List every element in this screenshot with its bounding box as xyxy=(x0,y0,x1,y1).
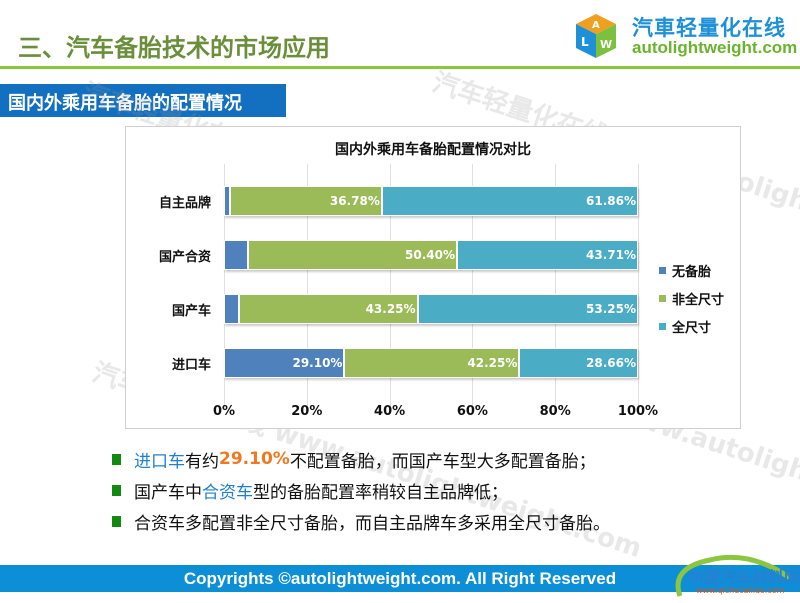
bullet-text: 合资车多配置非全尺寸备胎，而自主品牌车多采用全尺寸备胎。 xyxy=(134,513,610,534)
car-swoosh-icon xyxy=(675,554,792,597)
cube-logo-icon: A L W xyxy=(576,14,616,58)
legend-swatch xyxy=(659,267,666,274)
gridline xyxy=(472,164,474,409)
data-label: 53.25% xyxy=(586,302,637,316)
svg-text:A: A xyxy=(592,20,600,31)
bar-segment xyxy=(224,240,249,270)
bullet-text: 进口车 xyxy=(134,451,185,472)
header-divider xyxy=(0,66,800,69)
gridline xyxy=(224,164,225,409)
x-tick-label: 40% xyxy=(374,404,406,419)
bar-segment xyxy=(248,240,458,270)
x-tick-label: 80% xyxy=(539,404,571,419)
footer-bar: Copyrights ©autolightweight.com. All Rig… xyxy=(0,565,800,592)
bar-segment xyxy=(224,294,239,324)
bullet-text: 不配置备胎，而国产车型大多配置备胎； xyxy=(289,451,596,472)
slide-title: 三、汽车备胎技术的市场应用 xyxy=(18,34,330,62)
logo-cn-text: 汽車轻量化在线 xyxy=(632,16,786,40)
legend-label: 全尺寸 xyxy=(672,321,712,336)
section-title: 国内外乘用车备胎的配置情况 xyxy=(0,84,286,117)
bar-segment xyxy=(519,348,639,378)
legend-swatch xyxy=(659,295,666,302)
category-label: 国产合资 xyxy=(158,250,211,265)
autolightweight-logo: A L W 汽車轻量化在线 autolightweight.com xyxy=(572,10,797,62)
bullet-item: 合资车多配置非全尺寸备胎，而自主品牌车多采用全尺寸备胎。 xyxy=(112,510,610,534)
bar-segment xyxy=(224,348,345,378)
copyright-text: Copyrights ©autolightweight.com. All Rig… xyxy=(183,569,617,588)
footer-logo-en: www.qichecailiao.com xyxy=(696,586,785,595)
gridline xyxy=(389,164,391,409)
bar-segment xyxy=(229,186,382,216)
bullet-text: 有约 xyxy=(185,451,219,472)
bullet-square-icon xyxy=(112,515,121,527)
bar-segment xyxy=(417,294,639,324)
bullet-item: 国产车中 合资车 型的备胎配置率稍较自主品牌低； xyxy=(112,479,610,503)
bullet-square-icon xyxy=(112,453,121,465)
bar-segment xyxy=(381,186,638,216)
x-tick-label: 100% xyxy=(617,404,659,419)
chart-legend: 无备胎非全尺寸全尺寸 xyxy=(659,261,724,345)
qichecailiao-logo: 中国汽车材料网 www.qichecailiao.com xyxy=(660,548,800,599)
bullet-text: 国产车中 xyxy=(134,482,202,503)
stacked-bar-chart: 国内外乘用车备胎配置情况对比 0%20%40%60%80%100%自主品牌1.3… xyxy=(125,126,741,429)
gridline xyxy=(555,164,557,409)
bullet-item: 进口车 有约 29.10% 不配置备胎，而国产车型大多配置备胎； xyxy=(112,448,610,472)
data-label: 29.10% xyxy=(292,356,343,370)
bar-segment xyxy=(224,186,230,216)
svg-text:L: L xyxy=(581,35,589,49)
gridline xyxy=(306,164,308,409)
bullet-text: 合资车 xyxy=(202,482,253,503)
chart-title: 国内外乘用车备胎配置情况对比 xyxy=(335,142,531,158)
bar-segment xyxy=(457,240,638,270)
legend-item: 非全尺寸 xyxy=(659,289,724,308)
legend-swatch xyxy=(659,323,666,330)
category-label: 进口车 xyxy=(171,358,211,373)
x-tick-label: 60% xyxy=(456,404,488,419)
x-tick-label: 20% xyxy=(291,404,323,419)
svg-text:W: W xyxy=(600,38,612,51)
bar-segment xyxy=(238,294,418,324)
data-label: 43.71% xyxy=(586,248,636,262)
legend-label: 非全尺寸 xyxy=(672,293,725,308)
data-label: 61.86% xyxy=(586,194,636,208)
bullet-text: 29.10% xyxy=(219,449,290,469)
bullet-text: 型的备胎配置率稍较自主品牌低； xyxy=(253,482,508,503)
data-label: 28.66% xyxy=(586,356,637,370)
data-label: 43.25% xyxy=(365,302,416,316)
data-label: 42.25% xyxy=(467,356,518,370)
bullet-square-icon xyxy=(112,484,121,496)
category-label: 自主品牌 xyxy=(158,196,211,211)
bar-segment xyxy=(344,348,520,378)
data-label: 50.40% xyxy=(405,248,456,262)
bullet-list: 进口车 有约 29.10% 不配置备胎，而国产车型大多配置备胎； 国产车中 合资车 型的备胎… xyxy=(112,448,610,541)
x-tick-label: 0% xyxy=(212,404,236,419)
legend-item: 无备胎 xyxy=(659,261,724,280)
logo-en-text: autolightweight.com xyxy=(632,38,798,57)
gridline xyxy=(638,164,639,409)
data-label: 36.78% xyxy=(329,194,380,208)
legend-item: 全尺寸 xyxy=(659,317,724,336)
footer-logo-cn: 中国汽车材料网 xyxy=(688,568,800,587)
category-label: 国产车 xyxy=(171,304,211,319)
legend-label: 无备胎 xyxy=(672,265,712,280)
